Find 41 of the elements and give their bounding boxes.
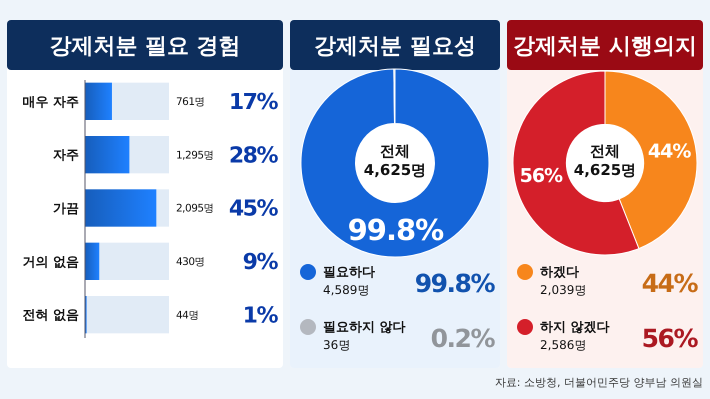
text: 44명 — [176, 309, 199, 322]
chart-title: 강제처분 시행의지 — [513, 34, 697, 59]
bar — [85, 242, 100, 280]
text: 전체 — [590, 142, 620, 160]
text: 4,589명 — [323, 283, 370, 297]
text: 2,039명 — [540, 283, 586, 297]
data-label: 99.8% — [348, 212, 444, 247]
text: 56% — [642, 324, 697, 353]
text: 99.8% — [414, 269, 494, 298]
text: 1,295명 — [176, 149, 214, 162]
text: 4,625명 — [574, 161, 636, 179]
data-label: 56% — [520, 164, 564, 187]
text: 전체 — [380, 142, 410, 160]
data-label: 44% — [648, 140, 692, 162]
text: 자료: 소방청, 더불어민주당 양부남 의원실 — [494, 376, 703, 389]
text: 761명 — [176, 96, 206, 108]
chart-title: 강제처분 필요 경험 — [49, 34, 241, 59]
category-label: 자주 — [53, 148, 79, 164]
data-label: 1% — [242, 303, 278, 328]
data-label: 17% — [228, 90, 278, 116]
category-label: 매우 자주 — [22, 94, 79, 110]
bar — [85, 82, 112, 120]
text: 36명 — [323, 338, 350, 352]
category-label: 거의 없음 — [22, 254, 79, 270]
data-label: 28% — [228, 143, 278, 168]
legend-label: 필요하지 않다 — [323, 320, 406, 335]
text: 2,586명 — [540, 338, 586, 352]
data-label: 45% — [228, 196, 278, 222]
text: 430명 — [176, 256, 206, 268]
text: 44% — [642, 269, 697, 298]
text: 2,095명 — [176, 202, 214, 215]
category-label: 전혀 없음 — [22, 308, 79, 324]
chart-title: 강제처분 필요성 — [314, 34, 476, 59]
category-label: 가끔 — [53, 202, 79, 217]
donut-slice — [300, 68, 490, 258]
legend-label: 필요하다 — [323, 265, 375, 280]
data-label: 0.2% — [430, 324, 496, 353]
legend-label: 하겠다 — [540, 265, 579, 280]
data-label: 9% — [242, 250, 278, 276]
legend-label: 하지 않겠다 — [540, 320, 610, 335]
text: 4,625명 — [364, 161, 426, 179]
